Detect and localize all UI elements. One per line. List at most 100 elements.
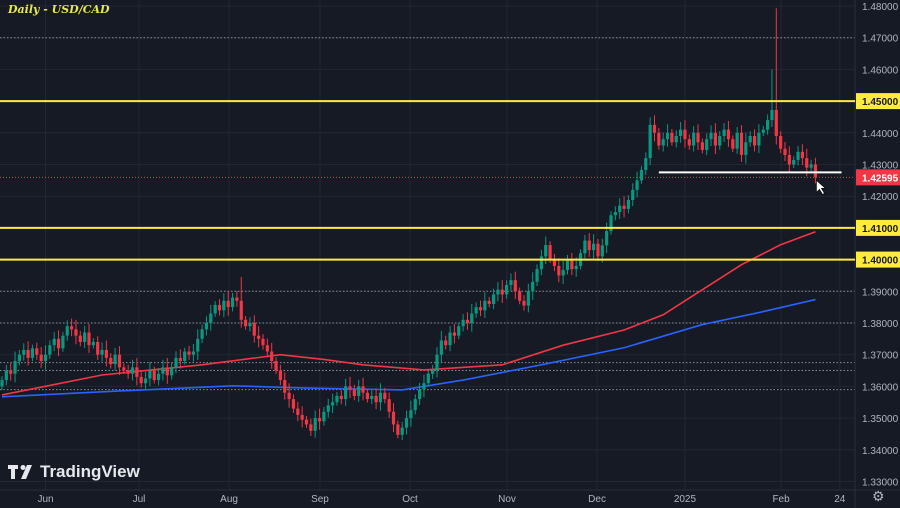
candle-body [644, 158, 648, 170]
candle-body [739, 132, 744, 155]
candle-body [496, 289, 500, 295]
candle-body [652, 124, 657, 133]
y-tick-label: 1.44000 [862, 129, 899, 140]
candle-body [143, 378, 148, 384]
candle-body [722, 129, 726, 136]
candle-body [613, 212, 617, 216]
candle-body [222, 300, 226, 311]
candle-body [687, 139, 691, 146]
y-tick-label: 1.37000 [862, 351, 899, 362]
candle-body [74, 329, 78, 336]
candle-body [461, 319, 465, 327]
candle-body [705, 139, 709, 150]
candle-body [478, 307, 483, 311]
candle-body [83, 332, 87, 343]
candle-body [387, 399, 391, 412]
candle-body [474, 307, 478, 314]
candle-body [600, 245, 604, 257]
candle-body [783, 148, 787, 155]
candle-body [787, 154, 791, 165]
candle-body [78, 335, 82, 343]
candle-body [439, 340, 443, 355]
x-tick-label: Oct [402, 494, 418, 505]
candle-body [587, 240, 591, 251]
candle-body [505, 284, 509, 295]
candle-body [335, 395, 339, 403]
candle-body [191, 351, 195, 355]
candle-body [265, 345, 269, 352]
x-tick-label: Feb [772, 494, 790, 505]
candle-body [322, 411, 326, 422]
candle-body [70, 326, 74, 330]
candle-body [665, 132, 670, 140]
candle-body [735, 132, 739, 149]
candle-body [631, 189, 635, 201]
y-tick-label: 1.38000 [862, 319, 899, 330]
candle-body [487, 300, 491, 304]
candle-body [400, 427, 404, 435]
candle-body [500, 289, 504, 295]
candle-body [583, 240, 587, 254]
x-tick-label: 24 [834, 494, 846, 505]
candle-body [779, 135, 783, 149]
candle-body [426, 373, 430, 384]
candle-body [766, 120, 770, 130]
candle-body [809, 164, 813, 168]
candle-body [774, 109, 778, 136]
candle-body [13, 361, 17, 374]
candle-body [291, 399, 296, 409]
candle-body [91, 342, 95, 346]
candle-body [522, 300, 526, 306]
level-price-tag [856, 93, 900, 110]
candle-body [622, 205, 626, 209]
candle-body [300, 414, 304, 420]
candle-body [557, 265, 561, 276]
candle-body [413, 399, 417, 411]
candle-body [48, 345, 52, 355]
candle-body [713, 132, 717, 146]
last-price-label: 1.42595 [862, 173, 899, 184]
candle-body [331, 402, 335, 406]
candle-body [548, 245, 552, 260]
candle-body [483, 300, 487, 311]
candle-body [422, 383, 426, 390]
last-price-tag [856, 169, 900, 186]
candle-body [226, 300, 230, 308]
candle-body [4, 370, 8, 381]
candle-body [270, 351, 274, 362]
candle-body [718, 135, 722, 146]
candle-body [87, 332, 91, 346]
candle-body [35, 348, 39, 355]
candle-body [744, 142, 748, 155]
candle-body [296, 408, 300, 415]
candle-body [287, 392, 291, 400]
candle-body [157, 373, 161, 381]
y-tick-label: 1.42000 [862, 192, 899, 203]
candle-body [683, 129, 687, 140]
settings-icon[interactable]: ⚙ [872, 488, 885, 504]
candle-body [304, 419, 309, 425]
y-tick-label: 1.36000 [862, 382, 899, 393]
candle-body [592, 243, 596, 251]
candle-body [635, 180, 639, 190]
candle-body [165, 367, 169, 376]
candle-body [274, 361, 278, 371]
candle-body [757, 132, 761, 146]
candle-body [396, 424, 400, 435]
candle-body [692, 132, 696, 146]
candle-body [39, 354, 43, 362]
candle-body [618, 205, 622, 213]
candle-body [65, 326, 69, 336]
candle-body [352, 389, 356, 396]
candle-body [805, 158, 809, 168]
candle-body [509, 280, 513, 285]
candle-body [30, 348, 35, 358]
candle-body [491, 294, 496, 304]
candle-body [104, 349, 108, 358]
candle-body [700, 142, 704, 150]
level-price-label: 1.40000 [862, 256, 899, 267]
candle-body [761, 129, 765, 133]
candle-body [174, 357, 178, 368]
